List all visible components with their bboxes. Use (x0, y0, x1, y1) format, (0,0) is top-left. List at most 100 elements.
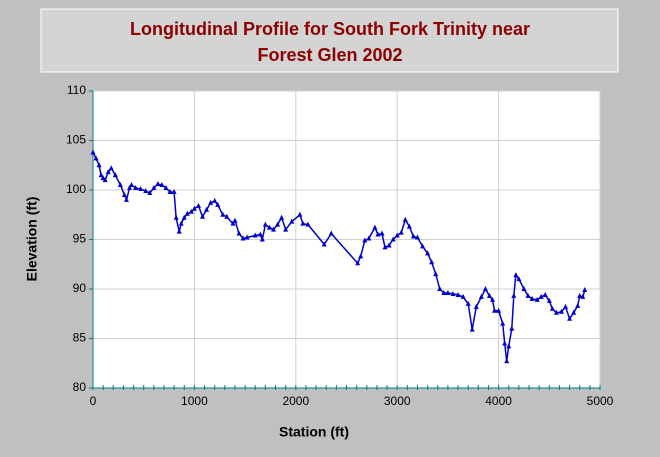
x-tick-label: 1000 (181, 394, 208, 408)
point-marker (121, 191, 127, 197)
point-marker (328, 230, 334, 236)
point-marker (184, 210, 190, 216)
point-marker (147, 189, 153, 195)
point-marker (155, 181, 161, 187)
point-marker (208, 199, 214, 205)
point-marker (577, 292, 583, 298)
point-marker (176, 228, 182, 234)
point-marker (244, 234, 250, 240)
point-marker (98, 172, 104, 178)
point-marker (230, 220, 236, 226)
point-marker (279, 214, 285, 220)
point-marker (289, 218, 295, 224)
point-marker (270, 226, 276, 232)
point-marker (529, 295, 535, 301)
point-marker (406, 223, 412, 229)
point-marker (504, 358, 510, 364)
point-marker (534, 296, 540, 302)
x-axis-label: Station (ft) (279, 424, 349, 440)
point-marker (382, 244, 388, 250)
point-marker (355, 260, 361, 266)
point-marker (358, 253, 364, 259)
point-marker (506, 343, 512, 349)
point-marker (283, 226, 289, 232)
point-marker (437, 286, 443, 291)
point-marker (398, 229, 404, 235)
x-tick-label: 0 (90, 394, 97, 408)
point-marker (252, 232, 258, 238)
point-marker (390, 236, 396, 242)
point-marker (232, 217, 238, 223)
point-marker (465, 300, 471, 306)
y-axis-label: Elevation (ft) (24, 197, 40, 282)
point-marker (215, 201, 221, 207)
point-marker (163, 185, 169, 191)
point-marker (123, 196, 129, 202)
point-marker (502, 340, 508, 346)
point-marker (93, 155, 99, 161)
point-marker (133, 185, 139, 191)
point-marker (236, 230, 242, 236)
point-marker (240, 235, 246, 241)
point-marker (450, 290, 456, 296)
y-tick-label: 100 (66, 182, 86, 196)
point-marker (204, 206, 210, 212)
x-tick-label: 5000 (587, 394, 614, 408)
point-marker (553, 309, 559, 315)
point-marker (191, 205, 197, 211)
point-marker (575, 302, 581, 308)
point-marker (178, 220, 184, 226)
point-marker (266, 224, 272, 230)
point-marker (212, 197, 218, 203)
point-marker (372, 224, 378, 230)
point-marker (108, 165, 114, 171)
point-marker (460, 293, 466, 299)
point-marker (486, 292, 492, 298)
point-marker (571, 309, 577, 315)
point-marker (538, 293, 544, 299)
point-marker (127, 185, 133, 191)
point-marker (220, 211, 226, 217)
point-marker (105, 169, 111, 175)
point-marker (275, 221, 281, 227)
point-marker (580, 293, 586, 299)
point-marker (305, 221, 311, 227)
point-marker (362, 237, 368, 243)
point-marker (257, 231, 263, 237)
point-marker (138, 186, 144, 192)
x-tick-label: 3000 (384, 394, 411, 408)
point-marker (482, 286, 488, 291)
point-marker (513, 272, 519, 278)
x-tick-label: 4000 (485, 394, 512, 408)
point-marker (117, 182, 123, 188)
point-marker (159, 182, 165, 188)
y-tick-label: 90 (73, 281, 87, 295)
point-marker (496, 307, 502, 313)
point-marker (321, 241, 327, 247)
point-marker (509, 325, 515, 331)
point-marker (490, 296, 496, 302)
point-marker (414, 234, 420, 240)
point-marker (262, 221, 268, 227)
point-marker (188, 208, 194, 214)
point-marker (511, 292, 517, 298)
y-tick-label: 105 (66, 133, 86, 147)
point-marker (563, 303, 569, 309)
point-marker (151, 185, 157, 191)
point-marker (386, 242, 392, 248)
point-marker (143, 187, 149, 193)
point-marker (375, 231, 381, 237)
point-marker (445, 289, 451, 295)
point-marker (492, 307, 498, 313)
point-marker (542, 291, 548, 297)
point-marker (473, 303, 479, 309)
point-marker (433, 271, 439, 277)
point-marker (525, 292, 531, 298)
point-marker (549, 305, 555, 311)
point-marker (402, 216, 408, 222)
point-marker (297, 211, 303, 217)
point-marker (173, 214, 179, 220)
point-marker (167, 188, 173, 194)
